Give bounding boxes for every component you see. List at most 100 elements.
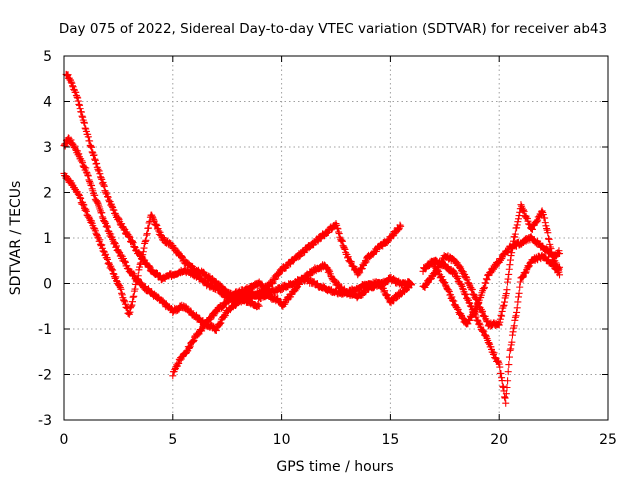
data-point — [143, 230, 151, 238]
data-point — [499, 302, 507, 310]
data-point — [514, 218, 522, 226]
data-point — [338, 236, 346, 244]
data-point — [91, 191, 99, 199]
data-point — [335, 228, 343, 236]
data-point — [85, 176, 93, 184]
data-point — [514, 215, 522, 223]
data-point — [356, 269, 364, 277]
data-point — [466, 302, 474, 310]
data-point — [217, 319, 225, 327]
data-point — [520, 206, 528, 214]
x-tick-label: 15 — [381, 432, 399, 448]
data-point — [395, 224, 403, 232]
data-point — [513, 308, 521, 316]
data-point — [474, 300, 482, 308]
data-point — [264, 291, 272, 299]
data-point — [121, 258, 129, 266]
data-point — [186, 342, 194, 350]
data-point — [117, 251, 125, 259]
data-point — [521, 269, 529, 277]
y-tick-label: 0 — [43, 277, 52, 293]
data-point — [101, 218, 109, 226]
x-axis-label: GPS time / hours — [276, 459, 393, 475]
data-point — [479, 326, 487, 334]
data-point — [207, 315, 215, 323]
y-tick-label: 1 — [43, 231, 52, 247]
chart-title: Day 075 of 2022, Sidereal Day-to-day VTE… — [59, 21, 607, 37]
data-point — [86, 137, 94, 145]
data-point — [341, 245, 349, 253]
data-point — [98, 175, 106, 183]
data-point — [94, 199, 102, 207]
data-point — [437, 259, 445, 267]
data-point — [507, 345, 515, 353]
data-point — [541, 253, 549, 261]
data-point — [107, 230, 115, 238]
data-point — [93, 159, 101, 167]
data-point — [438, 273, 446, 281]
data-point — [187, 307, 195, 315]
data-point — [136, 260, 144, 268]
data-point — [123, 304, 131, 312]
data-point — [450, 297, 458, 305]
data-point — [98, 213, 106, 221]
data-point — [82, 168, 90, 176]
data-point — [82, 207, 90, 215]
data-point — [480, 283, 488, 291]
data-point — [396, 221, 404, 229]
data-point — [76, 105, 84, 113]
data-point — [111, 209, 119, 217]
data-point — [84, 172, 92, 180]
data-point — [216, 320, 224, 328]
data-point — [80, 118, 88, 126]
data-point — [104, 223, 112, 231]
data-point — [91, 156, 99, 164]
data-point — [512, 312, 520, 320]
data-point — [495, 321, 503, 329]
data-point — [74, 97, 82, 105]
data-point — [506, 346, 514, 354]
data-point — [100, 181, 108, 189]
data-point — [408, 281, 416, 289]
data-point — [271, 275, 279, 283]
x-tick-label: 0 — [60, 432, 69, 448]
data-point — [496, 363, 504, 371]
data-point — [465, 299, 473, 307]
data-point — [118, 289, 126, 297]
data-point — [114, 247, 122, 255]
data-point — [509, 328, 517, 336]
data-point — [117, 285, 125, 293]
data-point — [73, 93, 81, 101]
data-point — [545, 235, 553, 243]
data-point — [221, 312, 229, 320]
data-point — [76, 194, 84, 202]
data-point — [335, 280, 343, 288]
data-point — [325, 266, 333, 274]
data-point — [98, 209, 106, 217]
data-point — [434, 266, 442, 274]
data-point — [129, 293, 137, 301]
data-point — [541, 219, 549, 227]
data-point — [112, 273, 120, 281]
data-point — [425, 261, 433, 269]
data-point — [462, 290, 470, 298]
data-point — [96, 170, 104, 178]
data-point — [525, 220, 533, 228]
data-point — [498, 254, 506, 262]
data-point — [452, 273, 460, 281]
data-point — [68, 82, 76, 90]
data-point — [121, 300, 129, 308]
data-point — [182, 348, 190, 356]
data-point — [508, 338, 516, 346]
data-point — [556, 250, 564, 258]
data-point — [82, 164, 90, 172]
data-point — [473, 305, 481, 313]
data-point — [67, 78, 75, 86]
series-track-e — [256, 220, 405, 298]
data-point — [539, 211, 547, 219]
data-point — [448, 296, 456, 304]
data-point — [140, 244, 148, 252]
data-point — [272, 275, 280, 283]
data-point — [514, 293, 522, 301]
data-point — [212, 327, 220, 335]
